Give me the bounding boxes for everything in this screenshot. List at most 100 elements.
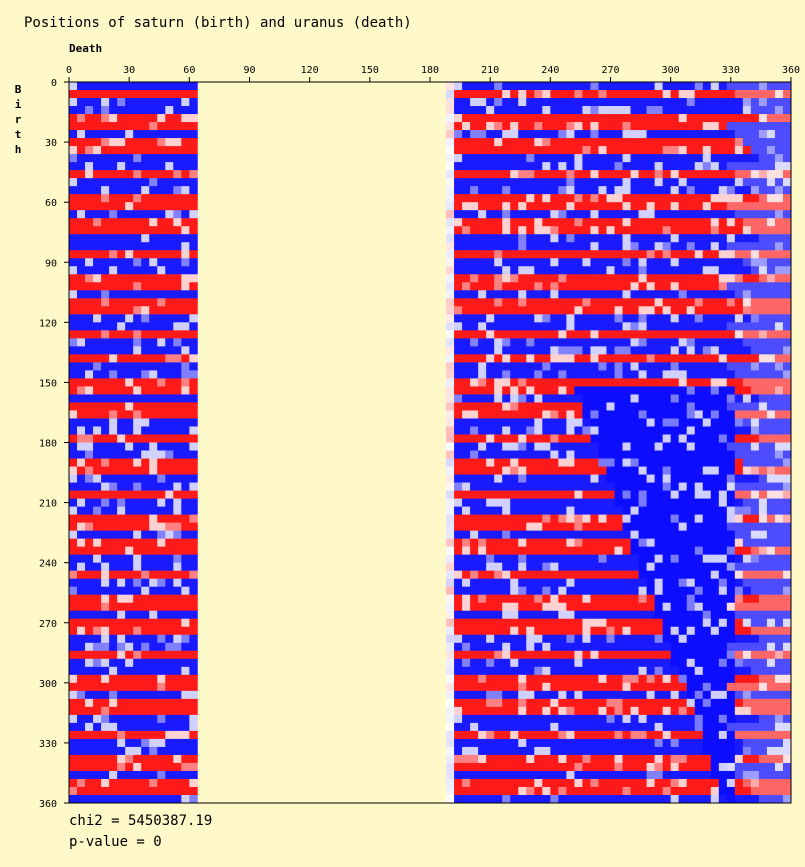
heatmap-cell: [125, 242, 134, 251]
heatmap-cell: [686, 130, 696, 139]
heatmap-cell: [470, 282, 479, 291]
heatmap-cell: [750, 122, 760, 131]
heatmap-cell: [734, 378, 744, 387]
heatmap-cell: [566, 114, 575, 123]
heatmap-cell: [494, 410, 503, 419]
heatmap-cell: [566, 242, 575, 251]
heatmap-cell: [510, 290, 519, 299]
heatmap-cell: [462, 138, 471, 147]
heatmap-cell: [494, 442, 503, 451]
heatmap-cell: [125, 402, 134, 411]
heatmap-cell: [157, 746, 166, 756]
heatmap-cell: [77, 530, 86, 540]
heatmap-cell: [518, 682, 527, 692]
heatmap-cell: [526, 114, 535, 123]
heatmap-cell: [157, 298, 166, 307]
heatmap-cell: [654, 634, 664, 644]
heatmap-cell: [93, 626, 102, 636]
heatmap-cell: [710, 522, 720, 532]
heatmap-cell: [478, 754, 487, 764]
heatmap-cell: [534, 210, 543, 219]
heatmap-cell: [462, 450, 471, 459]
heatmap-cell: [734, 146, 744, 155]
heatmap-cell: [117, 234, 126, 243]
heatmap-cell: [77, 594, 86, 604]
heatmap-cell: [494, 450, 503, 459]
heatmap-cell: [750, 290, 760, 299]
heatmap-cell: [542, 234, 551, 243]
heatmap-cell: [526, 378, 535, 387]
heatmap-cell: [782, 458, 792, 467]
heatmap-cell: [550, 482, 559, 491]
heatmap-cell: [734, 362, 744, 371]
heatmap-cell: [726, 210, 736, 219]
heatmap-cell: [654, 482, 664, 491]
heatmap-cell: [662, 362, 672, 371]
heatmap-cell: [478, 162, 487, 171]
heatmap-cell: [69, 258, 78, 267]
heatmap-cell: [149, 738, 158, 748]
heatmap-cell: [486, 554, 495, 564]
heatmap-cell: [678, 602, 688, 612]
heatmap-cell: [486, 426, 495, 435]
heatmap-cell: [758, 466, 768, 475]
heatmap-cell: [750, 562, 760, 572]
heatmap-cell: [494, 554, 503, 564]
heatmap-cell: [734, 154, 744, 163]
heatmap-cell: [470, 370, 479, 379]
heatmap-cell: [686, 434, 696, 443]
heatmap-cell: [101, 114, 110, 123]
heatmap-cell: [630, 458, 639, 467]
heatmap-cell: [462, 626, 471, 636]
heatmap-cell: [710, 642, 720, 652]
heatmap-cell: [117, 634, 126, 644]
heatmap-cell: [750, 370, 760, 379]
heatmap-cell: [510, 130, 519, 139]
heatmap-cell: [638, 170, 647, 179]
heatmap-cell: [678, 242, 688, 251]
heatmap-cell: [758, 554, 768, 564]
heatmap-cell: [133, 754, 142, 764]
heatmap-cell: [181, 458, 190, 467]
heatmap-cell: [69, 378, 78, 387]
heatmap-cell: [109, 138, 118, 147]
heatmap-cell: [758, 666, 768, 676]
heatmap-cell: [181, 114, 190, 123]
heatmap-cell: [125, 490, 134, 499]
heatmap-cell: [518, 674, 527, 684]
heatmap-cell: [742, 218, 752, 227]
heatmap-cell: [670, 314, 680, 323]
heatmap-cell: [678, 146, 688, 155]
heatmap-cell: [646, 642, 656, 652]
heatmap-cell: [510, 450, 519, 459]
heatmap-cell: [77, 370, 86, 379]
heatmap-cell: [470, 722, 479, 732]
heatmap-cell: [478, 426, 487, 435]
heatmap-cell: [101, 442, 110, 451]
heatmap-cell: [670, 114, 680, 123]
heatmap-cell: [742, 618, 752, 628]
heatmap-cell: [125, 442, 134, 451]
heatmap-cell: [446, 306, 455, 315]
heatmap-cell: [646, 730, 656, 740]
heatmap-cell: [454, 90, 463, 99]
heatmap-cell: [85, 522, 94, 532]
heatmap-cell: [510, 458, 519, 467]
heatmap-cell: [454, 314, 463, 323]
heatmap-cell: [726, 738, 736, 748]
heatmap-cell: [614, 98, 623, 107]
heatmap-cell: [526, 402, 535, 411]
heatmap-cell: [109, 650, 118, 660]
heatmap-cell: [630, 194, 639, 203]
heatmap-cell: [670, 522, 680, 532]
heatmap-cell: [109, 282, 118, 291]
heatmap-cell: [510, 234, 519, 243]
heatmap-cell: [69, 138, 78, 147]
heatmap-cell: [726, 626, 736, 636]
heatmap-cell: [494, 658, 503, 668]
heatmap-cell: [622, 482, 631, 491]
heatmap-cell: [486, 186, 495, 195]
heatmap-cell: [478, 602, 487, 612]
heatmap-cell: [694, 514, 704, 524]
heatmap-cell: [646, 674, 656, 684]
